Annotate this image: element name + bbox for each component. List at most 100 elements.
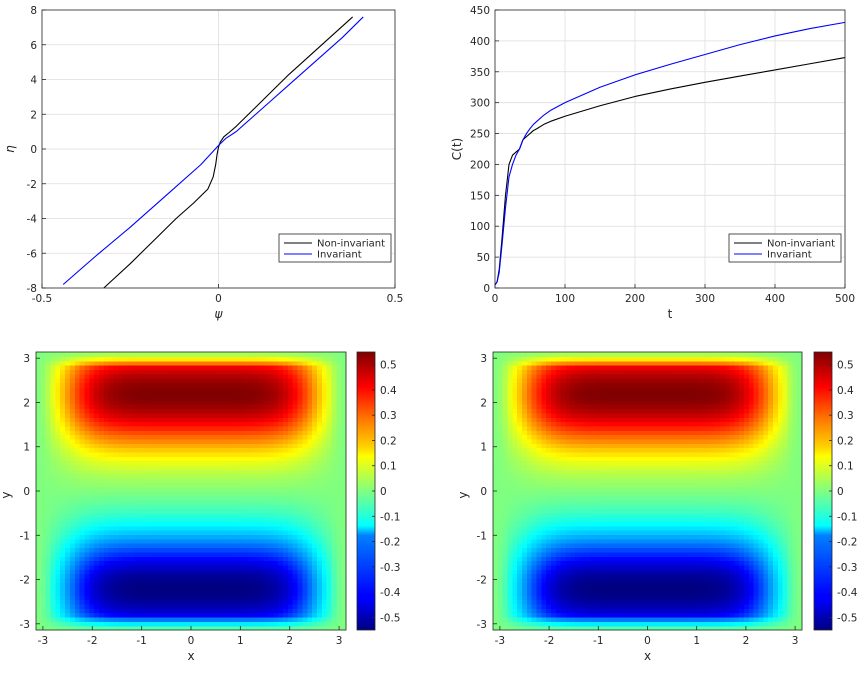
- heatmap-cell: [215, 460, 221, 466]
- heatmap-cell: [234, 365, 241, 370]
- heatmap-cell: [253, 399, 260, 405]
- heatmap-cell: [108, 590, 115, 596]
- heatmap-cell: [210, 590, 216, 596]
- heatmap-cell: [521, 373, 528, 379]
- heatmap-cell: [507, 530, 513, 536]
- heatmap-cell: [45, 625, 52, 631]
- heatmap-cell: [171, 451, 178, 457]
- heatmap-cell: [263, 391, 270, 397]
- heatmap-cell: [517, 408, 523, 414]
- heatmap-cell: [40, 434, 47, 440]
- heatmap-cell: [283, 486, 289, 492]
- heatmap-cell: [142, 534, 148, 540]
- heatmap-cell: [128, 460, 134, 466]
- heatmap-cell: [103, 504, 110, 509]
- heatmap-cell: [316, 590, 323, 596]
- heatmap-cell: [137, 499, 144, 505]
- heatmap-cell: [55, 612, 61, 618]
- heatmap-cell: [302, 456, 308, 462]
- heatmap-cell: [297, 551, 303, 557]
- heatmap-cell: [526, 517, 533, 522]
- heatmap-cell: [336, 373, 342, 379]
- heatmap-cell: [94, 599, 100, 605]
- heatmap-cell: [191, 538, 197, 544]
- heatmap-cell: [268, 621, 274, 627]
- heatmap-cell: [108, 469, 115, 475]
- heatmap-cell: [36, 582, 42, 588]
- heatmap-cell: [157, 616, 163, 622]
- heatmap-cell: [40, 451, 47, 457]
- heatmap-cell: [268, 404, 274, 410]
- heatmap-cell: [36, 395, 42, 401]
- heatmap-cell: [103, 621, 110, 627]
- heatmap-cell: [253, 547, 260, 553]
- heatmap-cell: [258, 608, 265, 614]
- heatmap-cell: [108, 473, 115, 479]
- heatmap-cell: [263, 560, 270, 566]
- heatmap-cell: [502, 382, 509, 388]
- heatmap-cell: [297, 603, 303, 609]
- heatmap-cell: [74, 373, 81, 379]
- heatmap-cell: [321, 417, 328, 423]
- heatmap-cell: [195, 595, 202, 601]
- heatmap-cell: [517, 590, 523, 596]
- heatmap-cell: [132, 616, 139, 622]
- heatmap-cell: [186, 360, 192, 366]
- heatmap-cell: [220, 399, 226, 405]
- heatmap-cell: [239, 491, 245, 496]
- heatmap-cell: [205, 365, 211, 370]
- heatmap-cell: [287, 356, 294, 362]
- heatmap-cell: [283, 352, 289, 357]
- heatmap-cell: [210, 360, 216, 366]
- heatmap-cell: [50, 551, 56, 557]
- heatmap-cell: [171, 577, 178, 583]
- heatmap-cell: [502, 547, 509, 553]
- heatmap-cell: [326, 369, 333, 375]
- heatmap-cell: [45, 473, 52, 479]
- heatmap-cell: [65, 499, 71, 505]
- heatmap-cell: [157, 577, 163, 583]
- heatmap-cell: [65, 352, 71, 357]
- heatmap-cell: [273, 477, 279, 483]
- heatmap-cell: [210, 512, 216, 518]
- heatmap-cell: [118, 547, 124, 553]
- heatmap-cell: [142, 469, 148, 475]
- heatmap-cell: [108, 365, 115, 370]
- heatmap-cell: [65, 460, 71, 466]
- heatmap-cell: [536, 616, 542, 622]
- heatmap-cell: [234, 456, 241, 462]
- heatmap-cell: [45, 603, 52, 609]
- heatmap-cell: [103, 560, 110, 566]
- heatmap-cell: [263, 512, 270, 518]
- heatmap-cell: [312, 408, 318, 414]
- heatmap-cell: [297, 451, 303, 457]
- heatmap-cell: [74, 508, 81, 514]
- heatmap-cell: [79, 582, 86, 588]
- heatmap-cell: [128, 543, 134, 549]
- heatmap-cell: [341, 508, 347, 514]
- heatmap-cell: [60, 586, 66, 592]
- heatmap-cell: [142, 512, 148, 518]
- heatmap-cell: [176, 486, 182, 492]
- heatmap-cell: [84, 521, 90, 527]
- heatmap-cell: [229, 538, 236, 544]
- heatmap-cell: [331, 525, 337, 531]
- heatmap-cell: [307, 534, 313, 540]
- heatmap-cell: [536, 378, 542, 383]
- heatmap-cell: [161, 547, 168, 553]
- heatmap-cell: [253, 430, 260, 436]
- heatmap-cell: [215, 412, 221, 418]
- heatmap-cell: [147, 491, 153, 496]
- heatmap-cell: [128, 577, 134, 583]
- heatmap-cell: [312, 443, 318, 449]
- heatmap-cell: [210, 395, 216, 401]
- heatmap-cell: [98, 512, 105, 518]
- heatmap-cell: [45, 360, 52, 366]
- heatmap-cell: [181, 603, 187, 609]
- heatmap-cell: [307, 551, 313, 557]
- heatmap-cell: [45, 612, 52, 618]
- heatmap-cell: [229, 569, 236, 575]
- heatmap-cell: [239, 365, 245, 370]
- heatmap-cell: [69, 560, 76, 566]
- heatmap-cell: [253, 352, 260, 357]
